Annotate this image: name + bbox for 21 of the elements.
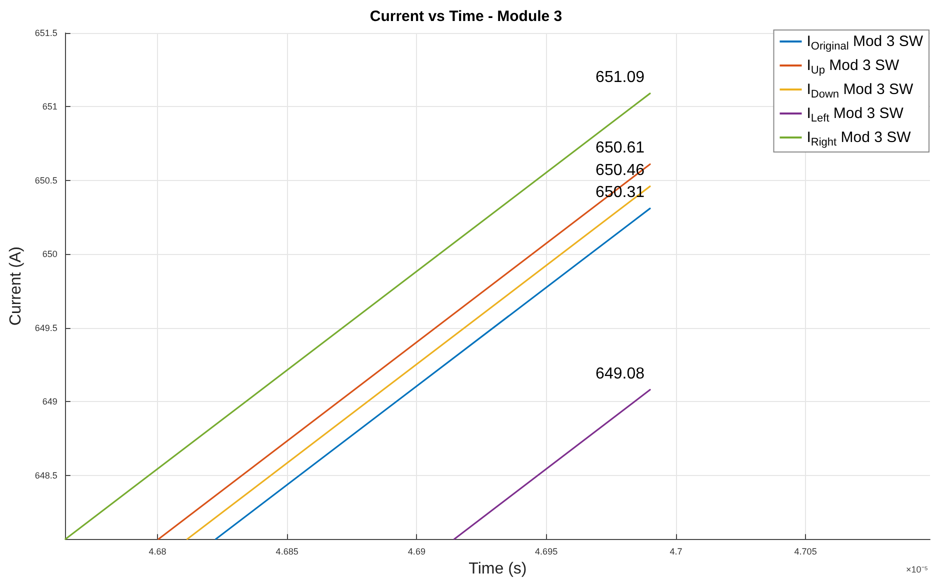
data-label: 650.46	[596, 162, 645, 179]
y-tick-label: 649	[42, 396, 58, 407]
text: ×10⁻⁵	[906, 564, 928, 574]
y-tick-label: 649.5	[34, 322, 58, 333]
y-tick-label: 651	[42, 102, 58, 112]
y-axis-title: Current (A)	[8, 246, 24, 326]
x-tick-label: 4.69	[408, 546, 426, 557]
x-tick-label: 4.68	[148, 546, 166, 557]
x-tick-label: 4.695	[535, 546, 558, 557]
y-tick-label: 651.5	[34, 28, 58, 38]
x-tick-label: 4.685	[276, 546, 298, 557]
y-tick-label: 650	[42, 249, 58, 260]
chart-title: Current vs Time - Module 3	[370, 8, 562, 25]
x-tick-label: 4.7	[670, 546, 682, 557]
data-label: 651.09	[596, 68, 645, 86]
y-tick-label: 648.5	[34, 470, 58, 480]
data-label: 649.08	[596, 365, 645, 382]
x-axis-title: Time (s)	[468, 560, 527, 578]
data-label: 650.61	[596, 140, 645, 157]
x-tick-label: 4.705	[794, 546, 817, 557]
y-tick-label: 650.5	[34, 175, 58, 186]
